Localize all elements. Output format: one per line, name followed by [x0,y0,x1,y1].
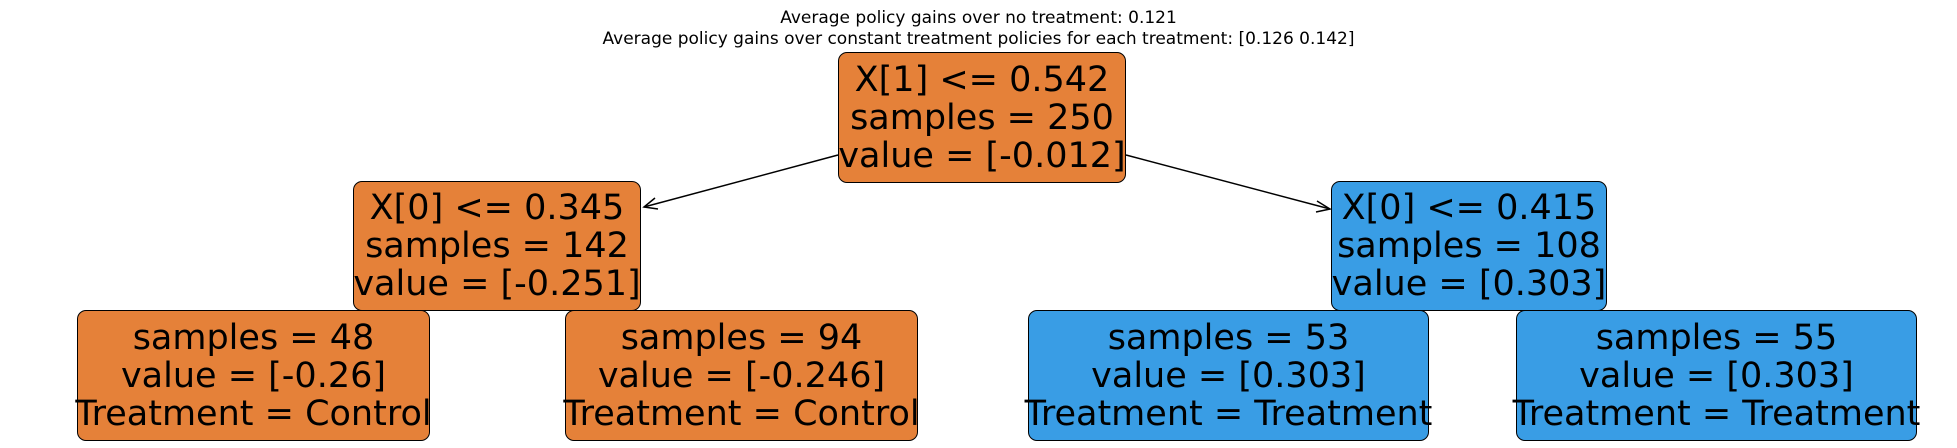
node-left-value: value = [-0.251] [353,264,641,304]
node-right: X[0] <= 0.415 samples = 108 value = [0.3… [1331,181,1607,311]
node-left-right-value: value = [-0.246] [597,355,886,396]
node-root-value: value = [-0.012] [838,135,1126,176]
node-left-right-treatment: Treatment = Control [563,393,920,434]
node-right-left-treatment: Treatment = Treatment [1024,393,1433,434]
title-line-2: Average policy gains over constant treat… [602,29,1355,49]
title-line-1: Average policy gains over no treatment: … [780,8,1177,28]
node-left-samples: samples = 142 [365,226,629,266]
arrowhead-left [642,197,659,210]
node-right-right-samples: samples = 55 [1595,317,1838,358]
node-root-samples: samples = 250 [850,97,1114,138]
node-right-right: samples = 55 value = [0.303] Treatment =… [1513,310,1920,441]
node-left-left: samples = 48 value = [-0.26] Treatment =… [75,310,432,441]
node-root: X[1] <= 0.542 samples = 250 value = [-0.… [838,52,1126,183]
edge-root-right [1125,154,1331,210]
node-right-left: samples = 53 value = [0.303] Treatment =… [1025,310,1432,441]
arrowhead-right [1315,200,1332,213]
node-right-left-samples: samples = 53 [1107,317,1350,358]
node-right-samples: samples = 108 [1337,226,1601,266]
edge-root-left [643,154,839,208]
node-left: X[0] <= 0.345 samples = 142 value = [-0.… [353,181,641,311]
node-left-right-samples: samples = 94 [620,317,863,358]
node-left-right: samples = 94 value = [-0.246] Treatment … [563,310,920,441]
node-right-left-value: value = [0.303] [1091,355,1366,396]
node-right-split: X[0] <= 0.415 [1341,188,1597,228]
node-left-left-treatment: Treatment = Control [75,393,432,434]
node-root-split: X[1] <= 0.542 [854,59,1110,100]
node-left-left-value: value = [-0.26] [120,355,387,396]
node-right-value: value = [0.303] [1331,264,1607,304]
node-right-right-value: value = [0.303] [1579,355,1854,396]
node-right-right-treatment: Treatment = Treatment [1512,393,1921,434]
node-left-split: X[0] <= 0.345 [369,188,625,228]
node-left-left-samples: samples = 48 [132,317,375,358]
